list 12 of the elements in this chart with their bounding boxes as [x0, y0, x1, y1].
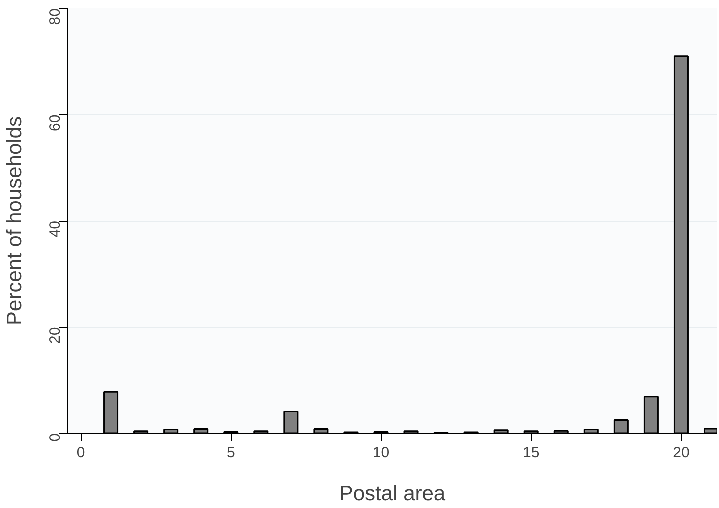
x-tick-label: 5	[226, 444, 236, 462]
y-tick-label: 0	[47, 434, 64, 442]
y-tick-label: 20	[47, 327, 64, 344]
x-tick-label: 10	[372, 444, 390, 462]
x-axis-title: Postal area	[339, 482, 446, 506]
y-tick-label: 40	[47, 220, 64, 238]
y-axis-title: Percent of households	[4, 116, 26, 326]
y-tick-label: 80	[47, 8, 64, 26]
y-tick-label: 60	[47, 114, 64, 132]
x-tick-label: 15	[523, 444, 540, 462]
x-tick-label: 0	[76, 444, 86, 462]
x-tick-label: 20	[673, 444, 690, 462]
